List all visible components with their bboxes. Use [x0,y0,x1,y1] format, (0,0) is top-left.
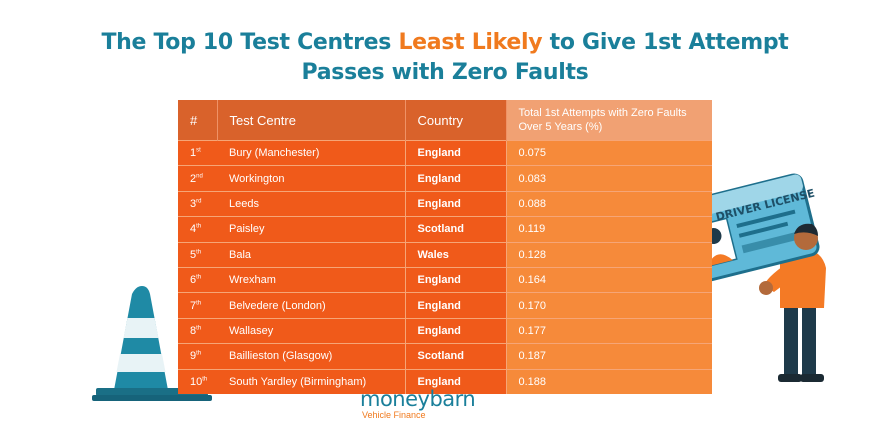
value-cell: 0.170 [505,292,712,319]
col-header-country: Country [405,100,507,141]
rank-cell: 9th [178,343,217,370]
table-row: 5th Bala Wales 0.128 [178,241,712,268]
country-cell: England [404,292,506,319]
logo-sub: Vehicle Finance [362,410,426,420]
table-row: 8th Wallasey England 0.177 [178,317,712,344]
table-row: 3rd Leeds England 0.088 [178,190,712,217]
rank-suffix: th [196,249,202,256]
data-table: # Test Centre Country Total 1st Attempts… [178,100,712,394]
value-cell: 0.128 [505,241,712,268]
centre-cell: Wallasey [217,317,405,344]
rank-number: 7 [190,299,197,312]
col-header-rank: # [178,100,218,141]
rank-suffix: rd [196,198,202,205]
rank-number: 5 [190,248,197,261]
value-cell: 0.075 [505,139,712,166]
centre-cell: Leeds [217,190,405,217]
centre-cell: Bala [217,241,405,268]
title-part2: to Give 1st Attempt [542,30,789,55]
value-cell: 0.177 [505,317,712,344]
value-cell: 0.119 [505,216,712,243]
rank-number: 4 [190,223,197,236]
centre-cell: Bury (Manchester) [217,139,405,166]
country-cell: Scotland [404,216,506,243]
rank-suffix: nd [196,172,203,179]
value-cell: 0.188 [505,368,712,394]
rank-cell: 3rd [178,190,217,217]
table-row: 9th Baillieston (Glasgow) Scotland 0.187 [178,343,712,370]
rank-suffix: th [196,325,202,332]
rank-number: 9 [190,350,197,363]
table-row: 6th Wrexham England 0.164 [178,266,712,293]
rank-cell: 2nd [178,165,217,192]
table-row: 1st Bury (Manchester) England 0.075 [178,139,712,166]
rank-suffix: th [202,376,208,383]
rank-suffix: th [196,274,202,281]
country-cell: Scotland [404,343,506,370]
value-cell: 0.083 [505,165,712,192]
moneybarn-logo: moneybarn Vehicle Finance [360,388,530,420]
table-row: 10th South Yardley (Birmingham) England 0.1… [178,368,712,394]
page-title: The Top 10 Test Centres Least Likely to … [0,28,890,88]
value-cell: 0.088 [505,190,712,217]
rank-cell: 6th [178,266,217,293]
rank-cell: 1st [178,139,217,166]
rank-cell: 4th [178,216,217,243]
value-cell: 0.164 [505,266,712,293]
table-row: 4th Paisley Scotland 0.119 [178,216,712,243]
table-row: 7th Belvedere (London) England 0.170 [178,292,712,319]
centre-cell: Workington [217,165,405,192]
title-highlight: Least Likely [398,30,543,55]
centre-cell: Belvedere (London) [217,292,405,319]
col-header-value: Total 1st Attempts with Zero Faults Over… [506,100,712,141]
title-part1: The Top 10 Test Centres [101,30,399,55]
centre-cell: Paisley [217,216,405,243]
rank-suffix: st [196,147,201,154]
rank-suffix: th [196,350,202,357]
country-cell: England [404,165,506,192]
col-header-centre: Test Centre [217,100,406,141]
table-header-row: # Test Centre Country Total 1st Attempts… [178,100,712,141]
rank-cell: 10th [178,368,217,394]
rank-suffix: th [196,223,202,230]
rank-number: 1 [190,147,197,160]
rank-number: 6 [190,274,197,287]
centre-cell: South Yardley (Birmingham) [217,368,405,394]
centre-cell: Baillieston (Glasgow) [217,343,405,370]
rank-cell: 8th [178,317,217,344]
rank-number: 10 [190,375,203,388]
country-cell: England [404,139,506,166]
table-row: 2nd Workington England 0.083 [178,165,712,192]
rank-cell: 7th [178,292,217,319]
title-line2: Passes with Zero Faults [301,60,589,85]
logo-name: moneybarn [360,387,476,411]
value-cell: 0.187 [505,343,712,370]
country-cell: England [404,368,506,394]
centre-cell: Wrexham [217,266,405,293]
rank-suffix: th [196,299,202,306]
country-cell: England [404,266,506,293]
rank-number: 2 [190,172,197,185]
country-cell: Wales [404,241,506,268]
country-cell: England [404,190,506,217]
rank-number: 3 [190,197,197,210]
country-cell: England [404,317,506,344]
rank-cell: 5th [178,241,217,268]
rank-number: 8 [190,324,197,337]
